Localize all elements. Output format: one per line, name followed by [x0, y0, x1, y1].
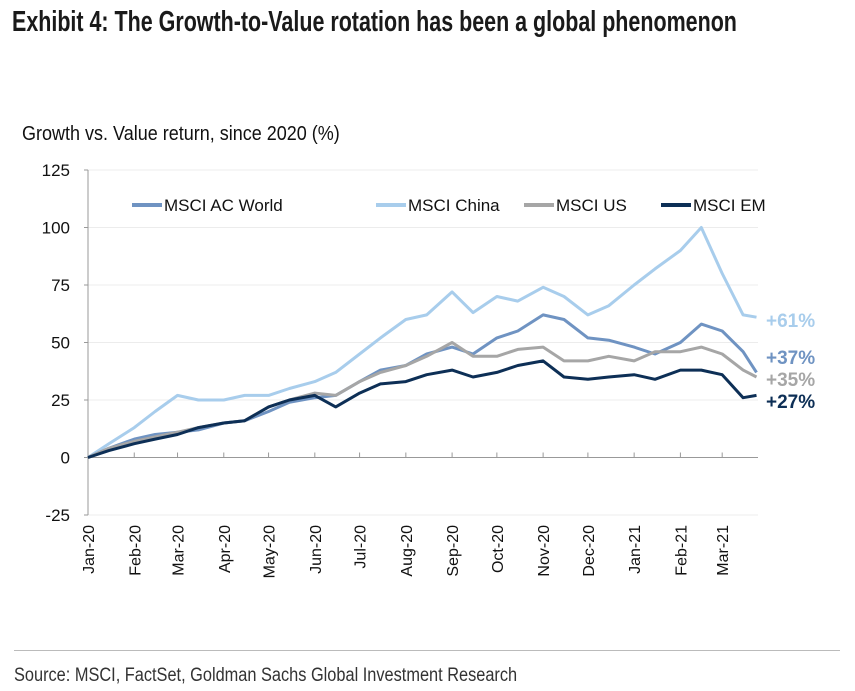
- y-tick-label: -25: [45, 506, 70, 525]
- y-tick-label: 0: [61, 449, 70, 468]
- x-tick-label: Apr-20: [217, 525, 234, 573]
- legend-label: MSCI AC World: [164, 196, 283, 215]
- x-tick-label: Aug-20: [399, 525, 416, 577]
- x-tick-label: Mar-20: [171, 525, 188, 576]
- y-tick-label: 75: [51, 276, 70, 295]
- legend-label: MSCI EM: [693, 196, 766, 215]
- x-tick-label: Jan-20: [81, 525, 98, 574]
- series-line-msci-ac-world: [87, 313, 758, 459]
- legend-label: MSCI US: [556, 196, 627, 215]
- x-tick-label: Nov-20: [536, 525, 553, 577]
- series-line-msci-em: [87, 359, 757, 459]
- x-tick-label: Jan-21: [627, 525, 644, 574]
- x-tick-label: Feb-20: [127, 525, 144, 576]
- end-label: +61%: [766, 311, 815, 332]
- x-tick-label: Mar-21: [715, 525, 732, 576]
- source-note: Source: MSCI, FactSet, Goldman Sachs Glo…: [14, 665, 518, 686]
- end-label: +37%: [766, 348, 815, 369]
- legend-label: MSCI China: [408, 196, 500, 215]
- end-label: +35%: [766, 370, 815, 391]
- x-tick-label: Feb-21: [673, 525, 690, 576]
- x-tick-label: May-20: [262, 525, 279, 578]
- exhibit-title: Exhibit 4: The Growth-to-Value rotation …: [12, 6, 737, 38]
- x-tick-label: Jun-20: [308, 525, 325, 574]
- y-tick-label: 125: [42, 161, 70, 180]
- end-label: +27%: [766, 392, 815, 413]
- line-chart: -25 0 25 50 75 100 125 Jan-20 Feb-20 Mar-20 Apr-20…: [42, 161, 816, 578]
- y-tick-label: 25: [51, 391, 70, 410]
- y-tick-label: 100: [42, 219, 70, 238]
- x-tick-label: Oct-20: [490, 525, 507, 573]
- y-tick-label: 50: [51, 334, 70, 353]
- x-tick-label: Sep-20: [445, 525, 462, 577]
- y-axis-label: Growth vs. Value return, since 2020 (%): [22, 123, 340, 145]
- x-tick-label: Jul-20: [353, 525, 370, 569]
- divider: [14, 650, 840, 651]
- x-tick-label: Dec-20: [581, 525, 598, 577]
